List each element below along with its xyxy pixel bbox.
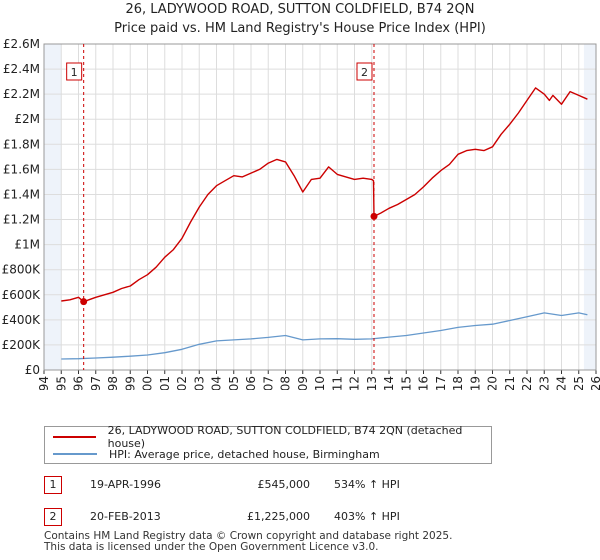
footer: Contains HM Land Registry data © Crown c… <box>44 531 452 553</box>
legend-item-property: 26, LADYWOOD ROAD, SUTTON COLDFIELD, B74… <box>53 424 491 450</box>
y-tick-label: £1.2M <box>3 213 40 227</box>
sale-point <box>370 212 378 220</box>
legend: 26, LADYWOOD ROAD, SUTTON COLDFIELD, B74… <box>44 424 492 464</box>
x-tick-label: 2018 <box>451 376 465 390</box>
x-tick-label: 2014 <box>382 376 396 390</box>
y-tick-label: £600K <box>2 288 42 302</box>
y-tick-label: £2M <box>14 112 40 126</box>
sale-date: 19-APR-1996 <box>90 478 162 491</box>
x-tick-label: 2011 <box>330 376 344 390</box>
x-tick-label: 2007 <box>261 376 275 390</box>
legend-swatch-property <box>53 436 96 438</box>
plot-frame <box>43 43 597 371</box>
sale-number-badge: 2 <box>44 508 62 526</box>
y-tick-label: £200K <box>2 338 42 352</box>
y-tick-label: £2.2M <box>3 87 40 101</box>
x-tick-label: 2012 <box>348 376 362 390</box>
y-tick-label: £2.4M <box>3 62 40 76</box>
x-tick-label: 2009 <box>296 376 310 390</box>
sale-marker-box <box>356 62 373 81</box>
sale-date: 20-FEB-2013 <box>90 510 161 523</box>
x-tick-label: 2016 <box>417 376 431 390</box>
x-tick-label: 2000 <box>141 376 155 390</box>
y-tick-label: £400K <box>2 313 42 327</box>
x-tick-label: 2015 <box>399 376 413 390</box>
y-tick-label: £1M <box>14 238 40 252</box>
x-tick-label: 2024 <box>555 376 569 390</box>
sale-marker-label: 2 <box>361 66 368 79</box>
grid-lines <box>43 43 597 371</box>
x-tick-label: 1999 <box>123 376 137 390</box>
x-tick-label: 2010 <box>313 376 327 390</box>
x-tick-label: 2001 <box>158 376 172 390</box>
footer-copyright: Contains HM Land Registry data © Crown c… <box>44 530 453 542</box>
y-tick-label: £2.6M <box>3 37 40 51</box>
x-tick-label: 2022 <box>520 376 534 390</box>
y-tick-label: £1.8M <box>3 137 40 151</box>
sale-number-badge: 1 <box>44 476 62 494</box>
footer-licence: This data is licensed under the Open Gov… <box>44 541 379 553</box>
sales-table: 1 19-APR-1996 £545,000 534% ↑ HPI 2 20-F… <box>44 476 564 540</box>
shaded-range <box>44 44 62 370</box>
x-tick-label: 1998 <box>106 376 120 390</box>
sale-marker-label: 1 <box>71 66 78 79</box>
sale-price: £545,000 <box>257 478 311 491</box>
sale-row: 1 19-APR-1996 £545,000 534% ↑ HPI <box>44 476 564 508</box>
x-tick-label: 2004 <box>210 376 224 390</box>
shaded-regions <box>44 44 596 370</box>
shaded-range <box>583 44 596 370</box>
x-tick-label: 2006 <box>244 376 258 390</box>
x-tick-label: 2026 <box>589 376 600 390</box>
x-tick-label: 2013 <box>365 376 379 390</box>
x-tick-label: 2003 <box>192 376 206 390</box>
x-tick-label: 2023 <box>537 376 551 390</box>
x-tick-label: 2021 <box>503 376 517 390</box>
x-tick-label: 1994 <box>37 376 51 390</box>
y-tick-label: £0 <box>25 363 40 377</box>
sale-hpi-change: 534% ↑ HPI <box>334 478 400 491</box>
axes: £0 £200K £400K £600K £800K £1M £1.2M £1.4M £1.6M… <box>2 37 600 390</box>
legend-swatch-hpi <box>53 453 97 455</box>
x-tick-label: 1997 <box>89 376 103 390</box>
x-tick-label: 1996 <box>72 376 86 390</box>
legend-label-property: 26, LADYWOOD ROAD, SUTTON COLDFIELD, B74… <box>107 424 463 450</box>
sale-row: 2 20-FEB-2013 £1,225,000 403% ↑ HPI <box>44 508 564 540</box>
x-tick-label: 2005 <box>227 376 241 390</box>
y-tick-label: £1.6M <box>3 162 40 176</box>
x-tick-label: 2008 <box>279 376 293 390</box>
chart-title: 26, LADYWOOD ROAD, SUTTON COLDFIELD, B74… <box>125 2 475 17</box>
sale-point <box>80 298 88 306</box>
x-tick-label: 2019 <box>468 376 482 390</box>
property-price-line <box>61 87 588 303</box>
legend-item-hpi: HPI: Average price, detached house, Birm… <box>53 446 380 462</box>
series-lines <box>61 87 588 360</box>
x-tick-label: 2025 <box>572 376 586 390</box>
legend-label-hpi: HPI: Average price, detached house, Birm… <box>109 447 380 461</box>
sale-price: £1,225,000 <box>247 510 310 523</box>
x-tick-label: 2017 <box>434 376 448 390</box>
y-tick-label: £800K <box>2 263 42 277</box>
x-tick-label: 1995 <box>54 376 68 390</box>
price-chart: £0 £200K £400K £600K £800K £1M £1.2M £1.4M £1.6M… <box>2 37 600 390</box>
x-tick-label: 2002 <box>175 376 189 390</box>
x-tick-label: 2020 <box>486 376 500 390</box>
sale-hpi-change: 403% ↑ HPI <box>334 510 400 523</box>
sale-marker-box <box>66 62 83 81</box>
hpi-line <box>61 312 588 360</box>
chart-subtitle: Price paid vs. HM Land Registry's House … <box>114 21 486 36</box>
y-tick-label: £1.4M <box>3 187 40 201</box>
